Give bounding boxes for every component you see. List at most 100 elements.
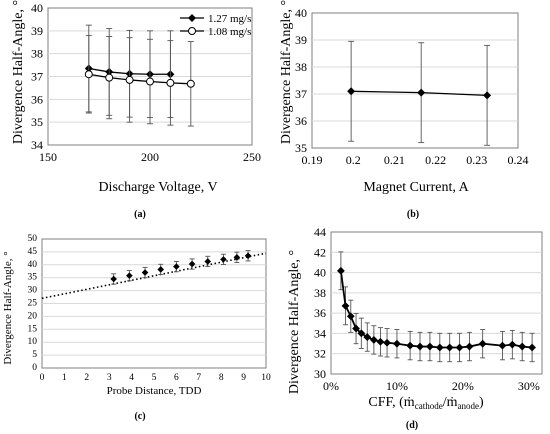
x-tick-label: 10 — [261, 373, 271, 383]
data-point — [363, 333, 372, 341]
panel-a-ylabel: Divergence Half-Angle, ° — [11, 0, 26, 144]
data-point — [435, 343, 444, 352]
y-tick-label: 32 — [314, 347, 326, 361]
x-tick-label: 10% — [386, 379, 408, 393]
panel-d-xlabel: CFF, (ṁcathode/ṁanode) — [368, 395, 484, 411]
data-point — [141, 269, 149, 276]
data-point — [455, 343, 464, 352]
x-tick-label: 0.2 — [346, 153, 361, 167]
data-point — [347, 87, 356, 96]
panel-b-xlabel: Magnet Current, A — [363, 180, 469, 195]
plot-frame — [330, 231, 543, 375]
data-point — [204, 258, 212, 265]
data-point — [126, 272, 133, 279]
panel-c-label: (c) — [134, 411, 145, 422]
x-tick-label: 0% — [323, 379, 339, 393]
y-tick-label: 44 — [314, 225, 326, 239]
y-tick-label: 35 — [31, 115, 43, 129]
x-tick-label: 2 — [84, 373, 89, 383]
y-tick-label: 0 — [32, 363, 37, 373]
x-tick-label: 20% — [452, 379, 474, 393]
trendline — [41, 252, 267, 300]
y-tick-label: 36 — [31, 92, 43, 106]
data-point — [173, 263, 180, 270]
y-tick-label: 39 — [295, 33, 307, 47]
data-point — [346, 312, 355, 321]
panel-d-label: (d) — [406, 420, 418, 431]
data-point — [125, 75, 134, 84]
y-tick-label: 35 — [28, 273, 38, 283]
data-point — [357, 329, 366, 338]
data-point — [498, 341, 507, 350]
data-point — [244, 252, 252, 260]
x-tick-label: 250 — [243, 150, 261, 164]
panel-b: 35 36 37 38 39 40 0.19 0.2 0.21 0.22 0.23 0.24 Magn… — [279, 0, 529, 220]
panel-d-plot: 30 32 34 36 38 40 42 44 0% 10% 20% 30% — [314, 225, 543, 393]
data-point — [336, 266, 345, 275]
panel-c-xlabel: Probe Distance, TDD — [107, 385, 202, 397]
data-point — [341, 301, 350, 310]
y-tick-label: 45 — [28, 247, 38, 257]
y-tick-label: 37 — [31, 70, 43, 84]
data-point — [483, 91, 492, 100]
data-point — [383, 338, 391, 347]
x-tick-label: 0.21 — [384, 153, 405, 167]
y-tick-label: 40 — [314, 266, 326, 280]
data-point — [233, 254, 241, 261]
panel-c-ylabel: Divergence Half-Angle, ° — [2, 251, 14, 364]
data-point — [84, 70, 93, 79]
y-tick-label: 34 — [314, 326, 326, 340]
x-tick-label: 3 — [107, 373, 112, 383]
legend-marker — [188, 27, 196, 35]
data-point — [417, 88, 426, 97]
x-tick-label: 4 — [129, 373, 134, 383]
y-tick-label: 30 — [28, 286, 38, 296]
data-point — [445, 343, 454, 352]
data-point — [376, 337, 385, 346]
x-tick-label: 9 — [241, 373, 246, 383]
y-tick-label: 39 — [31, 24, 43, 38]
panel-a: 34 35 36 37 38 39 40 150 200 250 1.27 mg/s1.08 mg/… — [11, 0, 261, 220]
y-tick-label: 37 — [295, 87, 307, 101]
x-tick-label: 6 — [174, 373, 179, 383]
data-point — [465, 342, 474, 351]
y-tick-label: 40 — [31, 1, 43, 15]
legend-entry: 1.27 mg/s — [208, 13, 251, 25]
data-point — [508, 340, 517, 349]
x-tick-label: 0.23 — [466, 153, 487, 167]
y-tick-label: 50 — [28, 234, 38, 244]
data-point — [110, 275, 117, 283]
y-tick-label: 15 — [28, 324, 38, 334]
x-tick-label: 150 — [39, 150, 57, 164]
legend-entry: 1.08 mg/s — [208, 26, 251, 38]
y-tick-label: 38 — [295, 60, 307, 74]
legend-marker — [188, 14, 196, 22]
y-tick-label: 38 — [31, 47, 43, 61]
y-tick-label: 20 — [28, 311, 38, 321]
y-tick-label: 40 — [28, 260, 38, 270]
series-line — [339, 270, 533, 349]
data-point — [186, 79, 195, 88]
y-tick-label: 42 — [314, 245, 326, 259]
panel-d: 30 32 34 36 38 40 42 44 0% 10% 20% 30% CFF, (ṁcatho… — [287, 225, 543, 431]
data-point — [188, 260, 196, 268]
panel-b-label: (b) — [407, 209, 419, 220]
x-tick-label: 7 — [196, 373, 201, 383]
y-tick-label: 10 — [28, 337, 38, 347]
x-tick-label: 5 — [152, 373, 157, 383]
panel-a-label: (a) — [134, 209, 146, 220]
data-point — [528, 343, 537, 352]
y-tick-label: 36 — [314, 306, 326, 320]
x-tick-label: 0 — [40, 373, 45, 383]
x-tick-label: 200 — [141, 150, 159, 164]
x-tick-label: 8 — [219, 373, 224, 383]
data-point — [352, 324, 360, 333]
x-tick-label: 1 — [62, 373, 67, 383]
panel-d-ylabel: Divergence Half-Angle, ° — [287, 250, 302, 394]
data-point — [166, 78, 175, 87]
y-tick-label: 40 — [295, 6, 307, 20]
plot-frame — [311, 12, 519, 149]
x-tick-label: 0.24 — [508, 153, 529, 167]
data-point — [478, 339, 487, 348]
